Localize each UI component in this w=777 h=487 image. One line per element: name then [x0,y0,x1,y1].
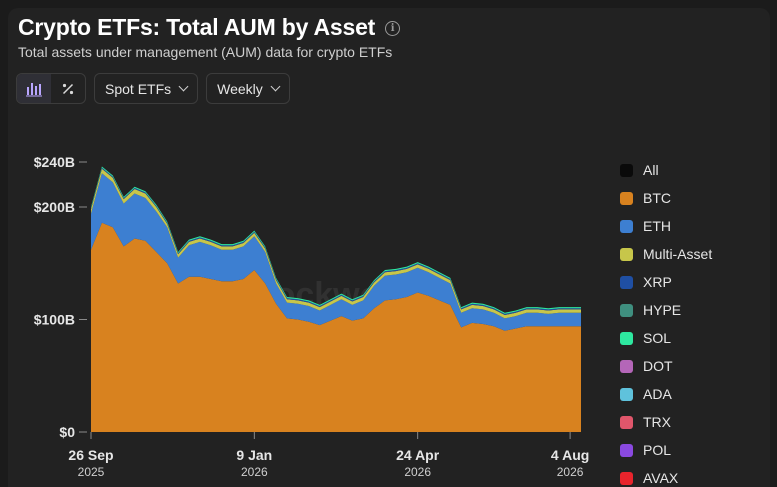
x-tick-label: 9 Jan [236,447,272,463]
legend-swatch [620,443,633,457]
page-subtitle: Total assets under management (AUM) data… [18,44,393,60]
y-tick-label: $100B [34,312,75,328]
legend-swatch [620,387,633,401]
legend-label: AVAX [643,470,679,486]
y-tick-label: $0 [59,424,75,440]
legend-label: ADA [643,386,672,402]
legend-label: ETH [643,218,671,234]
x-tick-year-label: 2025 [78,465,105,479]
legend-label: POL [643,442,672,458]
legend-swatch [620,247,633,261]
legend-swatch [620,163,633,177]
area-series-btc[interactable] [91,222,581,432]
legend-item-eth[interactable]: ETH [620,212,712,240]
legend-item-sol[interactable]: SOL [620,324,712,352]
legend-label: All [643,162,659,178]
legend-swatch [620,471,633,485]
legend-item-all[interactable]: All [620,156,712,184]
area-series-sol[interactable] [91,166,581,314]
y-tick-label: $240B [34,154,75,170]
legend-label: XRP [643,274,672,290]
legend-label: DOT [643,358,673,374]
legend-swatch [620,191,633,205]
legend-swatch [620,219,633,233]
legend-label: Multi-Asset [643,246,713,262]
legend-item-btc[interactable]: BTC [620,184,712,212]
legend-label: BTC [643,190,671,206]
legend-item-avax[interactable]: AVAX [620,464,712,487]
interval-label: Weekly [217,80,263,97]
chart-mode-toggle [16,73,86,104]
legend-label: SOL [643,330,672,346]
legend-item-trx[interactable]: TRX [620,408,712,436]
legend-swatch [620,275,633,289]
percent-icon[interactable] [51,74,85,103]
legend-item-hype[interactable]: HYPE [620,296,712,324]
etf-type-dropdown[interactable]: Spot ETFs [94,73,199,104]
legend-label: TRX [643,414,671,430]
area-series-xrp[interactable] [91,167,581,315]
legend-swatch [620,415,633,429]
interval-dropdown[interactable]: Weekly [206,73,290,104]
x-tick-label: 26 Sep [68,447,113,463]
chart-legend: All BTC ETH Multi-Asset XRP HYPE SOL DOT ADA TRX P… [620,156,712,487]
x-tick-year-label: 2026 [404,465,431,479]
legend-item-pol[interactable]: POL [620,436,712,464]
legend-item-multi-asset[interactable]: Multi-Asset [620,240,712,268]
page-title: Crypto ETFs: Total AUM by Asset [18,14,376,40]
legend-item-xrp[interactable]: XRP [620,268,712,296]
toolbar: Spot ETFs Weekly [16,73,290,104]
etf-type-label: Spot ETFs [105,80,172,97]
legend-swatch [620,331,633,345]
area-series-eth[interactable] [91,173,581,331]
area-series-multi-asset[interactable] [91,168,581,319]
x-tick-year-label: 2026 [241,465,268,479]
y-tick-label: $200B [34,199,75,215]
header: Crypto ETFs: Total AUM by Asset i [18,14,401,41]
legend-item-dot[interactable]: DOT [620,352,712,380]
legend-swatch [620,303,633,317]
info-icon[interactable]: i [385,21,401,36]
legend-item-ada[interactable]: ADA [620,380,712,408]
x-tick-label: 24 Apr [396,447,440,463]
x-tick-year-label: 2026 [557,465,584,479]
legend-label: HYPE [643,302,682,318]
bar-chart-icon[interactable] [17,74,51,103]
legend-swatch [620,359,633,373]
x-tick-label: 4 Aug [551,447,589,463]
